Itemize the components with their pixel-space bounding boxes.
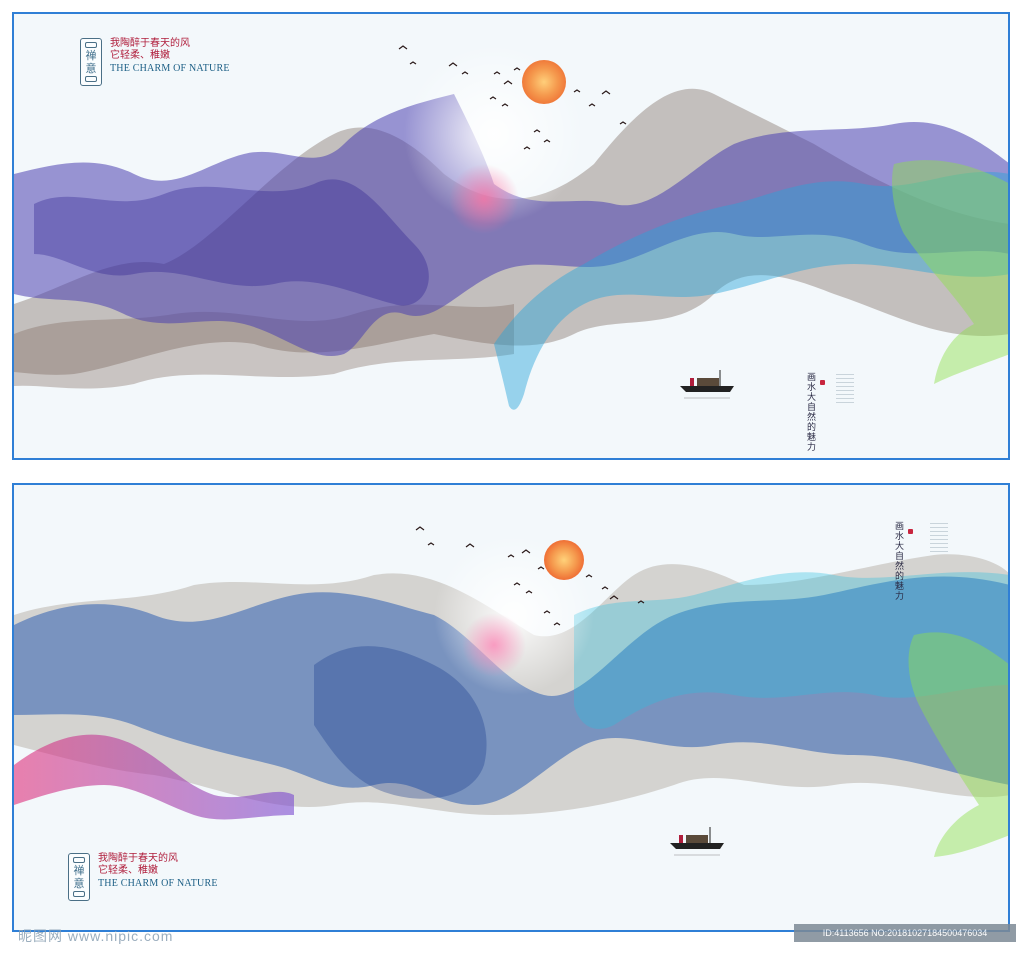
- poem-line: 我陶醉于春天的风: [98, 853, 178, 864]
- ink-band-cyan: [494, 171, 1008, 410]
- logo-block: 禅 意 我陶醉于春天的风 它轻柔、稚嫩 THE CHARM OF NATURE: [80, 38, 230, 86]
- birds-flock: [398, 45, 627, 150]
- seal-icon: 禅 意: [68, 853, 90, 901]
- mountain-shape: [14, 304, 514, 389]
- ink-band-cyan: [574, 572, 1008, 729]
- ink-band-purple: [14, 94, 1008, 356]
- birds-flock: [415, 526, 645, 626]
- sun-icon: [544, 540, 584, 580]
- seal-char: 禅: [85, 49, 97, 62]
- id-watermark: ID:4113656 NO:20181027184500476034: [794, 924, 1016, 942]
- seal-char: 意: [73, 877, 85, 890]
- decorative-lines: [836, 374, 854, 406]
- poem-line: 它轻柔、稚嫩: [110, 50, 170, 61]
- ink-band-purple: [34, 179, 429, 306]
- vertical-title: 画水大自然的魅力: [893, 521, 903, 601]
- boat-icon: [670, 827, 724, 856]
- ink-band-blue: [314, 646, 487, 799]
- poem-text: 我陶醉于春天的风 它轻柔、稚嫩 THE CHARM OF NATURE: [98, 853, 218, 889]
- logo-block: 禅 意 我陶醉于春天的风 它轻柔、稚嫩 THE CHARM OF NATURE: [68, 853, 218, 901]
- poem-text: 我陶醉于春天的风 它轻柔、稚嫩 THE CHARM OF NATURE: [110, 38, 230, 74]
- artwork-panel-top: 禅 意 我陶醉于春天的风 它轻柔、稚嫩 THE CHARM OF NATURE …: [12, 12, 1010, 460]
- ink-band-green: [908, 632, 1008, 857]
- ink-band-green: [892, 160, 1008, 384]
- red-stamp-icon: [820, 380, 825, 385]
- poem-line: 它轻柔、稚嫩: [98, 865, 158, 876]
- english-title: THE CHARM OF NATURE: [110, 63, 230, 74]
- vertical-title: 画水大自然的魅力: [805, 372, 815, 452]
- lens-flare: [462, 613, 526, 677]
- sun-icon: [522, 60, 566, 104]
- ink-band-pink: [14, 734, 294, 820]
- english-title: THE CHARM OF NATURE: [98, 878, 218, 889]
- lens-flare: [449, 164, 519, 234]
- poem-line: 我陶醉于春天的风: [110, 38, 190, 49]
- red-stamp-icon: [908, 529, 913, 534]
- site-watermark: 昵图网 www.nipic.com: [18, 928, 174, 944]
- seal-char: 禅: [73, 864, 85, 877]
- boat-icon: [680, 370, 734, 399]
- ink-landscape-art-bottom: [14, 526, 1008, 857]
- seal-char: 意: [85, 62, 97, 75]
- ink-landscape-art-top: [14, 44, 1008, 410]
- seal-icon: 禅 意: [80, 38, 102, 86]
- decorative-lines: [930, 523, 948, 555]
- artwork-panel-bottom: 画水大自然的魅力 禅 意 我陶醉于春天的风 它轻柔、稚嫩 THE CHARM O…: [12, 483, 1010, 932]
